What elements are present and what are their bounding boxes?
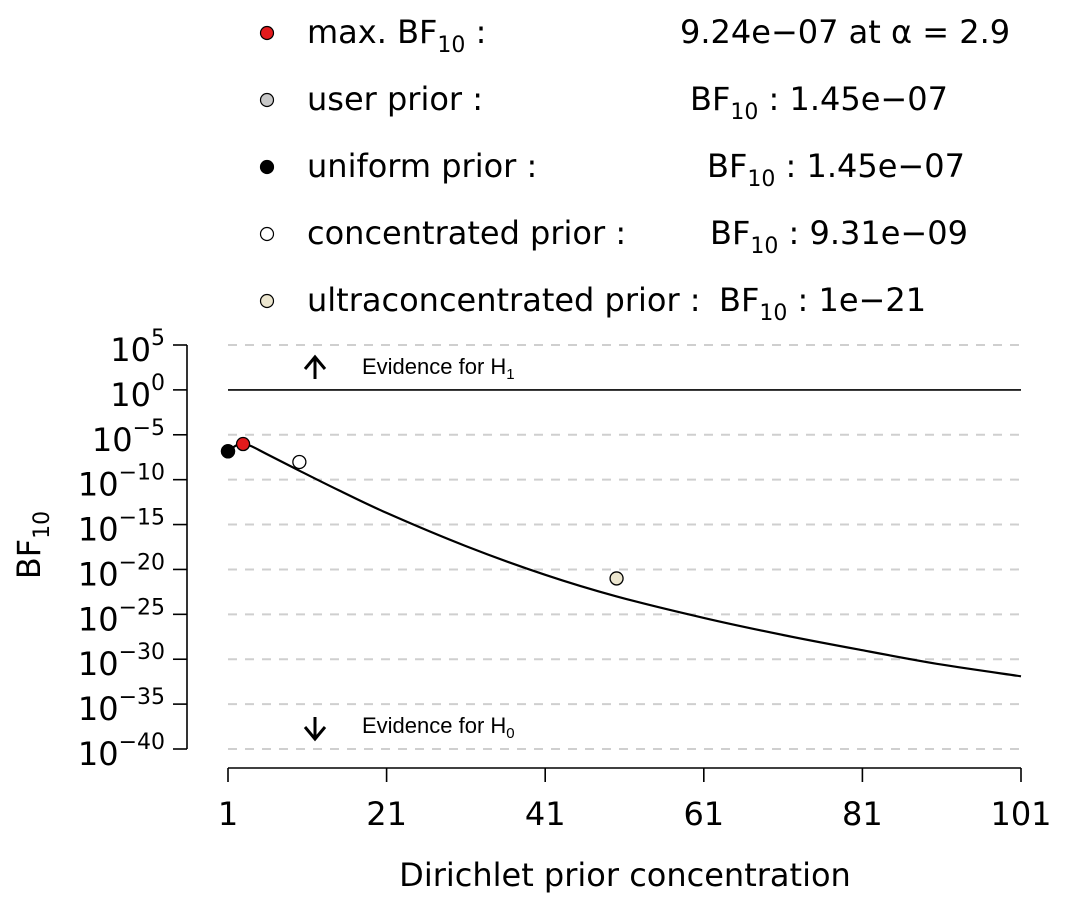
x-tick-label: 1 <box>218 795 238 833</box>
legend-marker-concentrated <box>259 226 275 242</box>
y-tick-label: 105 <box>110 326 165 369</box>
x-axis-title: Dirichlet prior concentration <box>399 856 851 894</box>
y-tick-label: 10−25 <box>78 595 165 638</box>
legend-value-ultraconcentrated: BF10 : 1e−21 <box>719 281 926 326</box>
legend-label-user: user prior : <box>307 80 483 118</box>
y-tick-label: 100 <box>110 371 165 414</box>
legend-marker-ultraconcentrated <box>259 293 275 309</box>
y-tick-label: 10−5 <box>92 416 165 459</box>
y-tick-label: 10−35 <box>78 685 165 728</box>
evidence-h0-label: Evidence for H0 <box>362 713 515 742</box>
point-max <box>235 436 251 452</box>
legend-label-max: max. BF10 : <box>307 13 486 58</box>
y-axis-title: BF10 <box>10 511 55 579</box>
legend-label-concentrated: concentrated prior : <box>307 214 626 252</box>
legend: max. BF10 : 9.24e−07 at α = 2.9 user pri… <box>259 13 1010 326</box>
legend-label-ultraconcentrated: ultraconcentrated prior : <box>307 281 701 319</box>
prior-points <box>220 436 624 586</box>
point-concentrated <box>292 454 307 470</box>
gridlines <box>228 344 1021 750</box>
point-ultraconcentrated <box>609 571 624 586</box>
legend-value-user: BF10 : 1.45e−07 <box>690 80 948 125</box>
y-tick-label: 10−20 <box>78 550 165 593</box>
x-tick-label: 101 <box>990 795 1051 833</box>
legend-value-uniform: BF10 : 1.45e−07 <box>707 147 965 192</box>
y-tick-label: 10−10 <box>78 461 165 504</box>
arrow-up-icon <box>303 354 327 379</box>
legend-value-concentrated: BF10 : 9.31e−09 <box>710 214 968 259</box>
evidence-h0-annotation: Evidence for H0 <box>303 713 515 742</box>
arrow-down-icon <box>303 717 327 742</box>
x-axis: 1 21 41 61 81 101 <box>218 767 1052 833</box>
legend-value-max: 9.24e−07 at α = 2.9 <box>680 13 1010 51</box>
y-axis: 10510010−510−1010−1510−2010−2510−3010−35… <box>78 326 188 773</box>
y-tick-label: 10−40 <box>78 730 165 773</box>
x-tick-label: 81 <box>842 795 883 833</box>
y-tick-label: 10−15 <box>78 506 165 549</box>
y-tick-label: 10−30 <box>78 640 165 683</box>
x-tick-label: 61 <box>683 795 724 833</box>
point-uniform <box>220 444 236 459</box>
legend-marker-max <box>259 25 275 41</box>
evidence-h1-annotation: Evidence for H1 <box>303 354 515 383</box>
x-tick-label: 41 <box>525 795 566 833</box>
evidence-h1-label: Evidence for H1 <box>362 354 515 383</box>
legend-marker-user <box>259 92 275 108</box>
legend-label-uniform: uniform prior : <box>307 147 537 185</box>
legend-marker-uniform <box>259 159 275 175</box>
x-tick-label: 21 <box>366 795 407 833</box>
